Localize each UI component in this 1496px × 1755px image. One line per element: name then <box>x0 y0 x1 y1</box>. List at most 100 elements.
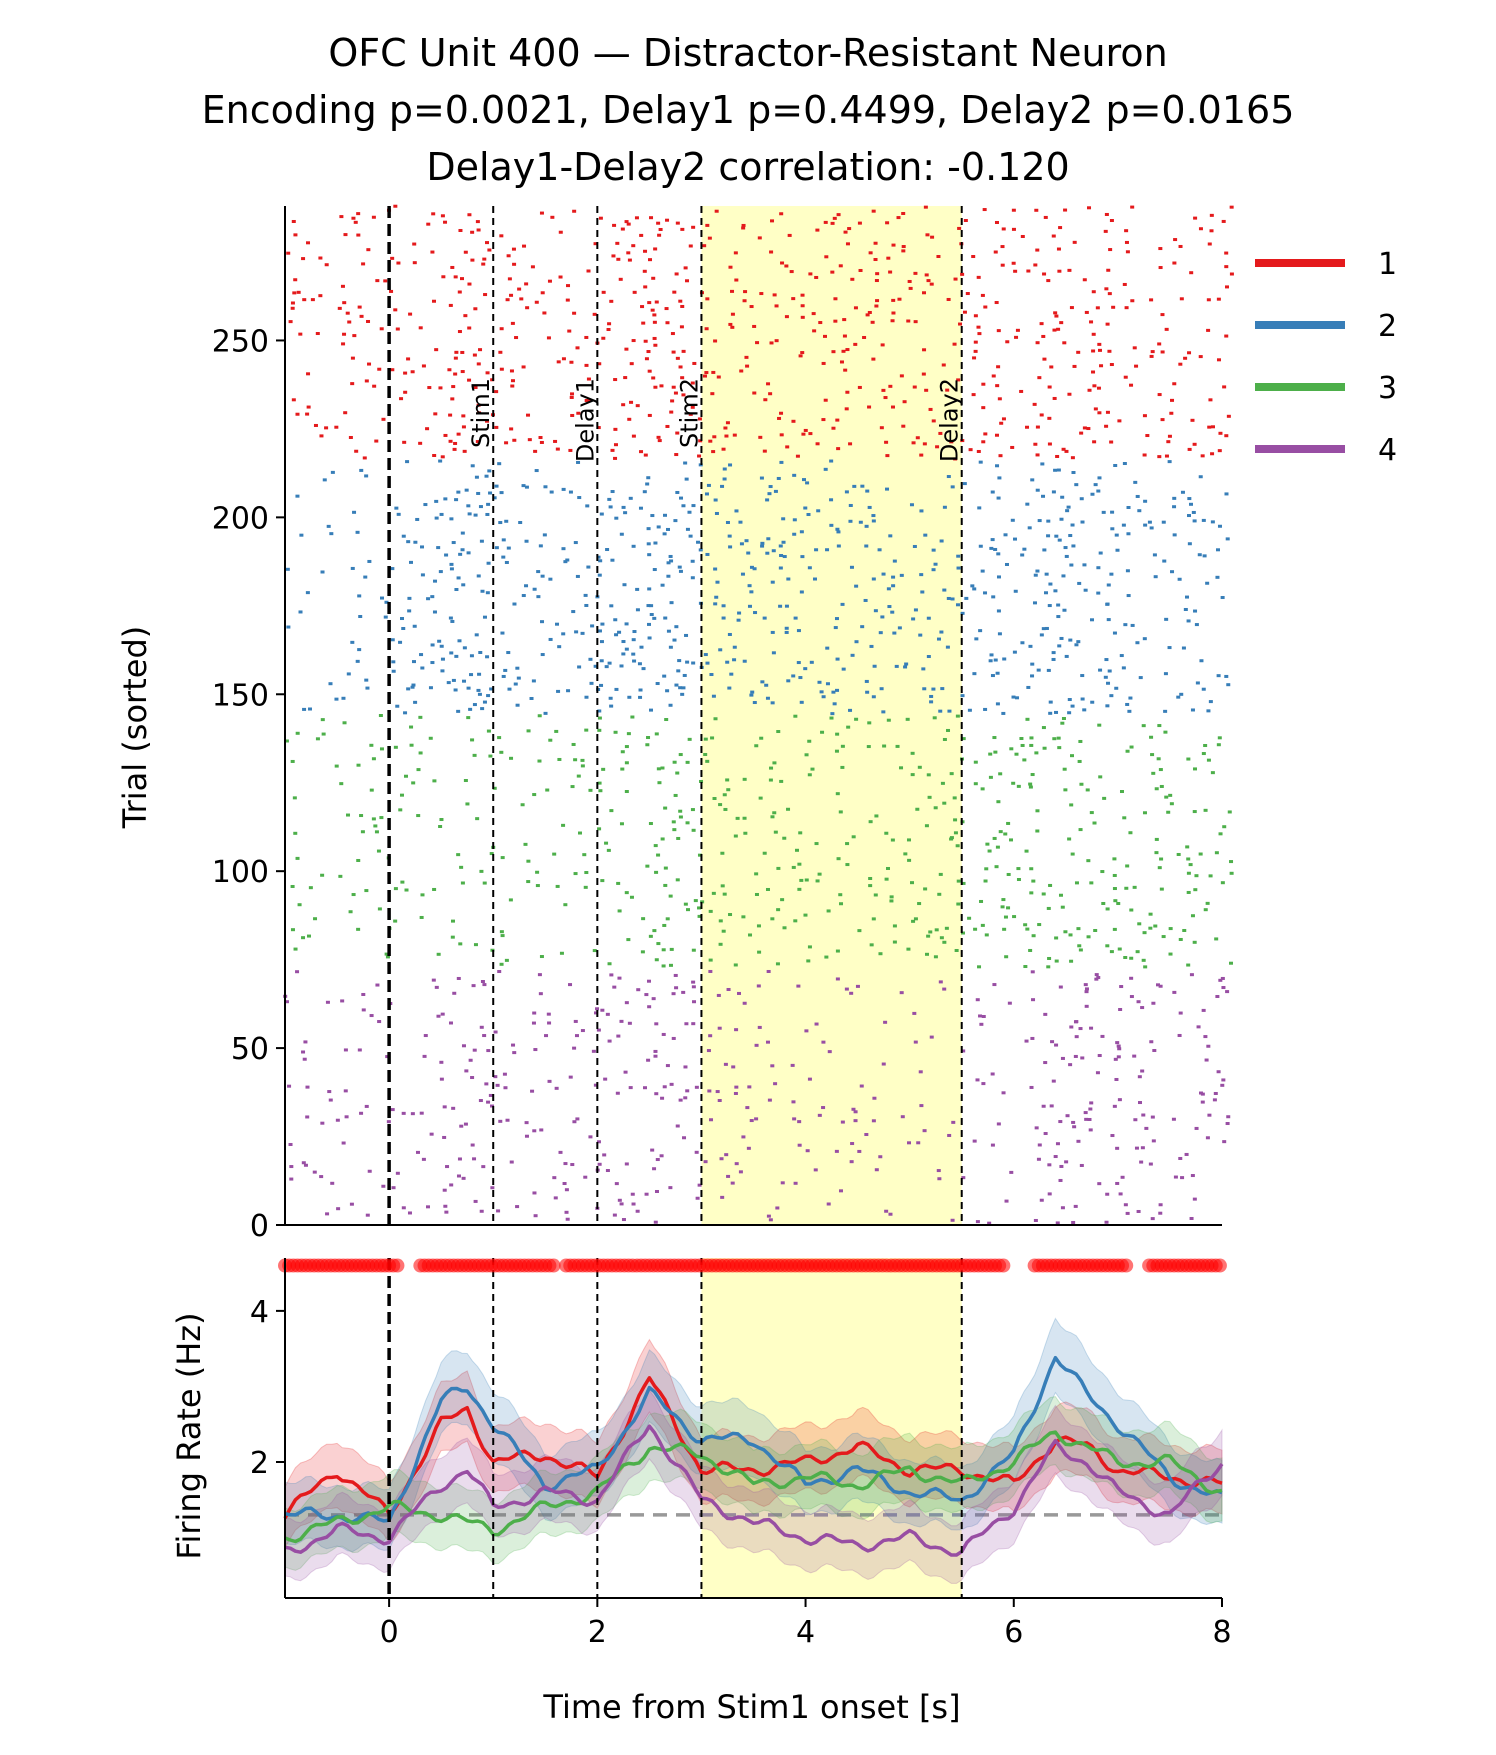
spike-mark <box>476 362 481 366</box>
spike-mark <box>1023 923 1028 927</box>
spike-mark <box>779 212 784 216</box>
spike-mark <box>1016 784 1021 788</box>
spike-mark <box>705 759 710 763</box>
spike-mark <box>692 361 697 365</box>
spike-mark <box>691 225 696 229</box>
spike-mark <box>671 820 676 824</box>
spike-mark <box>711 370 716 374</box>
spike-mark <box>886 718 891 722</box>
spike-mark <box>1112 887 1117 891</box>
spike-mark <box>728 265 733 269</box>
spike-mark <box>933 955 938 959</box>
spike-mark <box>840 1120 845 1124</box>
spike-mark <box>600 1008 605 1012</box>
spike-mark <box>473 386 478 390</box>
spike-mark <box>524 485 529 489</box>
spike-mark <box>782 555 787 559</box>
spike-mark <box>540 291 545 295</box>
rate-x-tick-label: 4 <box>796 1615 815 1650</box>
spike-mark <box>503 1086 508 1090</box>
spike-mark <box>1067 711 1072 715</box>
spike-mark <box>665 689 670 693</box>
spike-mark <box>865 489 870 493</box>
spike-mark <box>973 760 978 764</box>
spike-mark <box>381 1184 386 1188</box>
spike-mark <box>378 714 383 718</box>
spike-mark <box>975 1220 980 1224</box>
spike-mark <box>992 736 997 740</box>
spike-mark <box>1193 216 1198 220</box>
spike-mark <box>334 697 339 701</box>
spike-mark <box>1152 1048 1157 1053</box>
spike-mark <box>864 524 869 528</box>
spike-mark <box>1216 674 1221 678</box>
spike-mark <box>984 933 989 937</box>
spike-mark <box>870 320 875 324</box>
spike-mark <box>1116 1044 1121 1048</box>
spike-mark <box>922 291 927 295</box>
spike-mark <box>1224 265 1229 269</box>
spike-mark <box>1121 523 1126 527</box>
spike-mark <box>835 657 840 661</box>
spike-mark <box>511 1043 516 1047</box>
spike-mark <box>923 887 928 891</box>
spike-mark <box>1082 563 1087 567</box>
spike-mark <box>358 614 363 619</box>
spike-mark <box>732 658 737 662</box>
spike-mark <box>928 930 933 934</box>
spike-mark <box>570 413 575 417</box>
spike-mark <box>442 1188 447 1192</box>
spike-mark <box>952 796 957 800</box>
spike-mark <box>1194 623 1199 627</box>
spike-mark <box>759 736 764 740</box>
spike-mark <box>562 1182 567 1186</box>
spike-mark <box>997 632 1002 636</box>
spike-mark <box>1106 618 1111 622</box>
spike-mark <box>674 986 679 990</box>
spike-mark <box>752 701 757 705</box>
spike-mark <box>652 336 657 340</box>
spike-mark <box>1186 871 1191 875</box>
spike-mark <box>305 1115 310 1119</box>
spike-mark <box>440 455 445 459</box>
spike-mark <box>405 460 410 464</box>
spike-mark <box>993 750 998 754</box>
spike-mark <box>871 577 876 581</box>
spike-mark <box>1078 828 1083 832</box>
spike-mark <box>419 1111 424 1115</box>
spike-mark <box>416 768 421 772</box>
spike-mark <box>953 277 958 281</box>
spike-mark <box>597 629 602 633</box>
spike-mark <box>1169 411 1174 415</box>
spike-mark <box>944 926 949 930</box>
spike-mark <box>934 928 939 932</box>
spike-mark <box>350 566 355 570</box>
spike-mark <box>972 356 977 360</box>
spike-mark <box>444 1210 449 1214</box>
spike-mark <box>651 276 656 280</box>
spike-mark <box>800 304 805 308</box>
spike-mark <box>815 228 820 232</box>
spike-mark <box>1094 973 1099 977</box>
spike-mark <box>292 796 297 800</box>
spike-mark <box>683 1096 688 1100</box>
spike-mark <box>830 221 835 225</box>
spike-mark <box>1203 1035 1208 1039</box>
spike-mark <box>371 757 376 761</box>
spike-mark <box>437 639 442 643</box>
spike-mark <box>438 459 443 463</box>
spike-mark <box>583 593 588 597</box>
spike-mark <box>1106 583 1111 587</box>
spike-mark <box>1178 244 1183 248</box>
spike-mark <box>1059 636 1064 640</box>
spike-mark <box>475 817 480 821</box>
spike-mark <box>946 475 951 479</box>
spike-mark <box>639 233 644 237</box>
spike-mark <box>972 1139 977 1143</box>
spike-mark <box>762 449 767 453</box>
spike-mark <box>463 250 468 254</box>
spike-mark <box>730 289 735 293</box>
spike-mark <box>697 454 702 458</box>
spike-mark <box>552 1176 557 1180</box>
spike-mark <box>906 838 911 842</box>
